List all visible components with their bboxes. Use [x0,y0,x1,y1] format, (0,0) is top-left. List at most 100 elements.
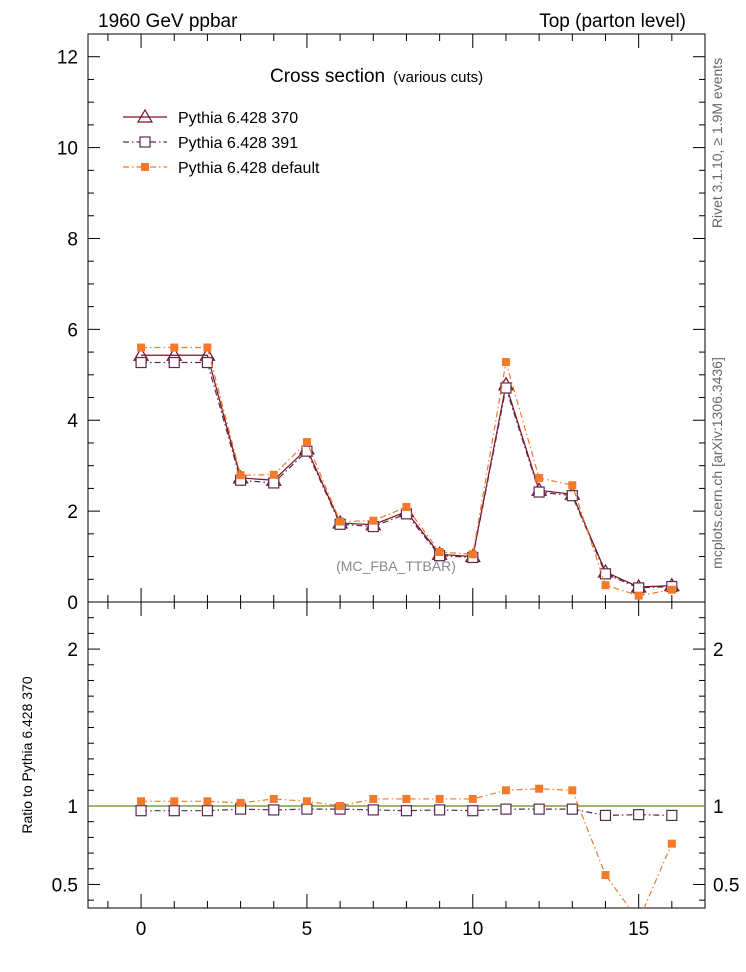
ratio-point-0 [500,803,512,815]
legend-label-391: Pythia 6.428 391 [178,135,298,152]
series-line-1 [141,361,672,589]
data-point-2 [269,470,278,479]
y-tick-label: 2 [67,502,78,523]
series-2 [137,343,676,600]
ratio-point-1 [302,797,311,806]
ratio-point-0 [533,803,545,815]
data-point-1 [268,477,280,489]
data-point-2 [601,581,610,590]
y-tick-label: 6 [67,320,78,341]
data-point-1 [301,445,313,457]
ratio-point-1 [468,794,477,803]
data-point-2 [203,343,212,352]
data-point-1 [533,486,545,498]
data-point-2 [369,516,378,525]
y-tick-label: 4 [67,411,78,432]
legend: Pythia 6.428 370 Pythia 6.428 391 Pythia… [123,108,320,177]
x-tick-label: 15 [628,919,649,940]
energy-label: 1960 GeV ppbar [98,11,238,32]
ratio-plot-frame [87,601,706,909]
ratio-point-0 [434,804,446,816]
legend-entry-370: Pythia 6.428 370 [123,108,298,127]
triangle-marker-icon [136,108,154,123]
ratio-point-0 [666,809,678,822]
data-point-1 [500,382,512,394]
ratio-y-tick-label-right: 0.5 [713,875,739,896]
ratio-point-0 [599,809,612,822]
data-point-1 [599,568,612,580]
data-point-2 [137,343,146,352]
series-line-0 [141,354,672,588]
ratio-point-1 [501,786,510,795]
ratio-point-0 [168,805,180,817]
ratio-point-1 [369,794,378,803]
legend-entry-391: Pythia 6.428 391 [123,135,298,152]
data-point-2 [236,471,245,480]
rivet-version-label: Rivet 3.1.10, ≥ 1.9M events [709,58,725,228]
ratio-point-1 [667,839,676,848]
open-square-marker-icon [139,136,151,148]
ratio-point-0 [367,804,379,816]
data-point-1 [201,356,214,369]
ratio-point-0 [400,805,413,817]
x-tick-label: 10 [462,919,483,940]
ratio-point-0 [566,803,578,815]
y-tick-label: 10 [57,139,78,160]
main-axis-ticks: 0 2 4 6 8 10 12 [57,34,706,614]
ratio-point-1 [203,797,212,806]
ratio-point-0 [201,805,214,817]
chart-title: Cross section (various cuts) [270,66,483,87]
ratio-point-1 [269,794,278,803]
data-point-1 [168,356,180,369]
ratio-point-1 [601,871,610,880]
y-tick-label: 0 [67,593,78,614]
ratio-y-tick-label: 2 [67,640,78,661]
ratio-y-tick-label-right: 2 [713,640,724,661]
ratio-point-1 [137,797,146,806]
ratio-point-1 [402,794,411,803]
y-tick-label: 12 [57,48,78,69]
ratio-axis-ticks: 0.5 0.5 1 1 2 2 0 5 10 15 [52,602,739,940]
ratio-point-1 [535,784,544,793]
legend-entry-default: Pythia 6.428 default [123,160,320,177]
legend-label-370: Pythia 6.428 370 [178,110,298,127]
ratio-point-1 [236,798,245,807]
ratio-axis-label: Ratio to Pythia 6.428 370 [19,676,35,833]
chart-subtitle: (various cuts) [393,69,483,86]
ratio-layer [88,784,705,908]
data-point-2 [535,473,544,482]
ratio-point-0 [467,805,479,817]
ratio-y-tick-label-right: 1 [713,797,724,818]
x-tick-label: 0 [136,919,147,940]
data-point-2 [336,517,345,526]
ratio-point-1 [568,786,577,795]
process-label: Top (parton level) [539,11,686,32]
data-point-2 [435,548,444,557]
filled-square-marker-icon [141,163,149,171]
main-series-layer [133,343,680,600]
mcplots-label: mcplots.cern.ch [arXiv:1306.3436] [709,357,725,569]
ratio-point-0 [268,804,280,816]
data-point-2 [501,358,510,367]
analysis-label: (MC_FBA_TTBAR) [336,558,456,574]
x-tick-label: 5 [302,919,313,940]
ratio-point-1 [170,797,179,806]
ratio-point-0 [633,809,645,821]
series-0 [133,347,680,593]
data-point-1 [633,582,645,594]
legend-label-default: Pythia 6.428 default [178,160,320,177]
data-point-2 [302,438,311,447]
ratio-point-0 [135,805,147,817]
data-point-2 [568,481,577,490]
data-point-2 [170,343,179,352]
ratio-y-tick-label: 1 [67,797,78,818]
ratio-point-1 [435,794,444,803]
data-point-2 [634,591,643,600]
y-tick-label: 8 [67,229,78,250]
data-point-1 [566,490,578,502]
data-point-2 [402,503,411,512]
ratio-point-0 [301,803,313,815]
chart-title-main: Cross section [270,66,385,87]
ratio-point-1 [336,802,345,810]
